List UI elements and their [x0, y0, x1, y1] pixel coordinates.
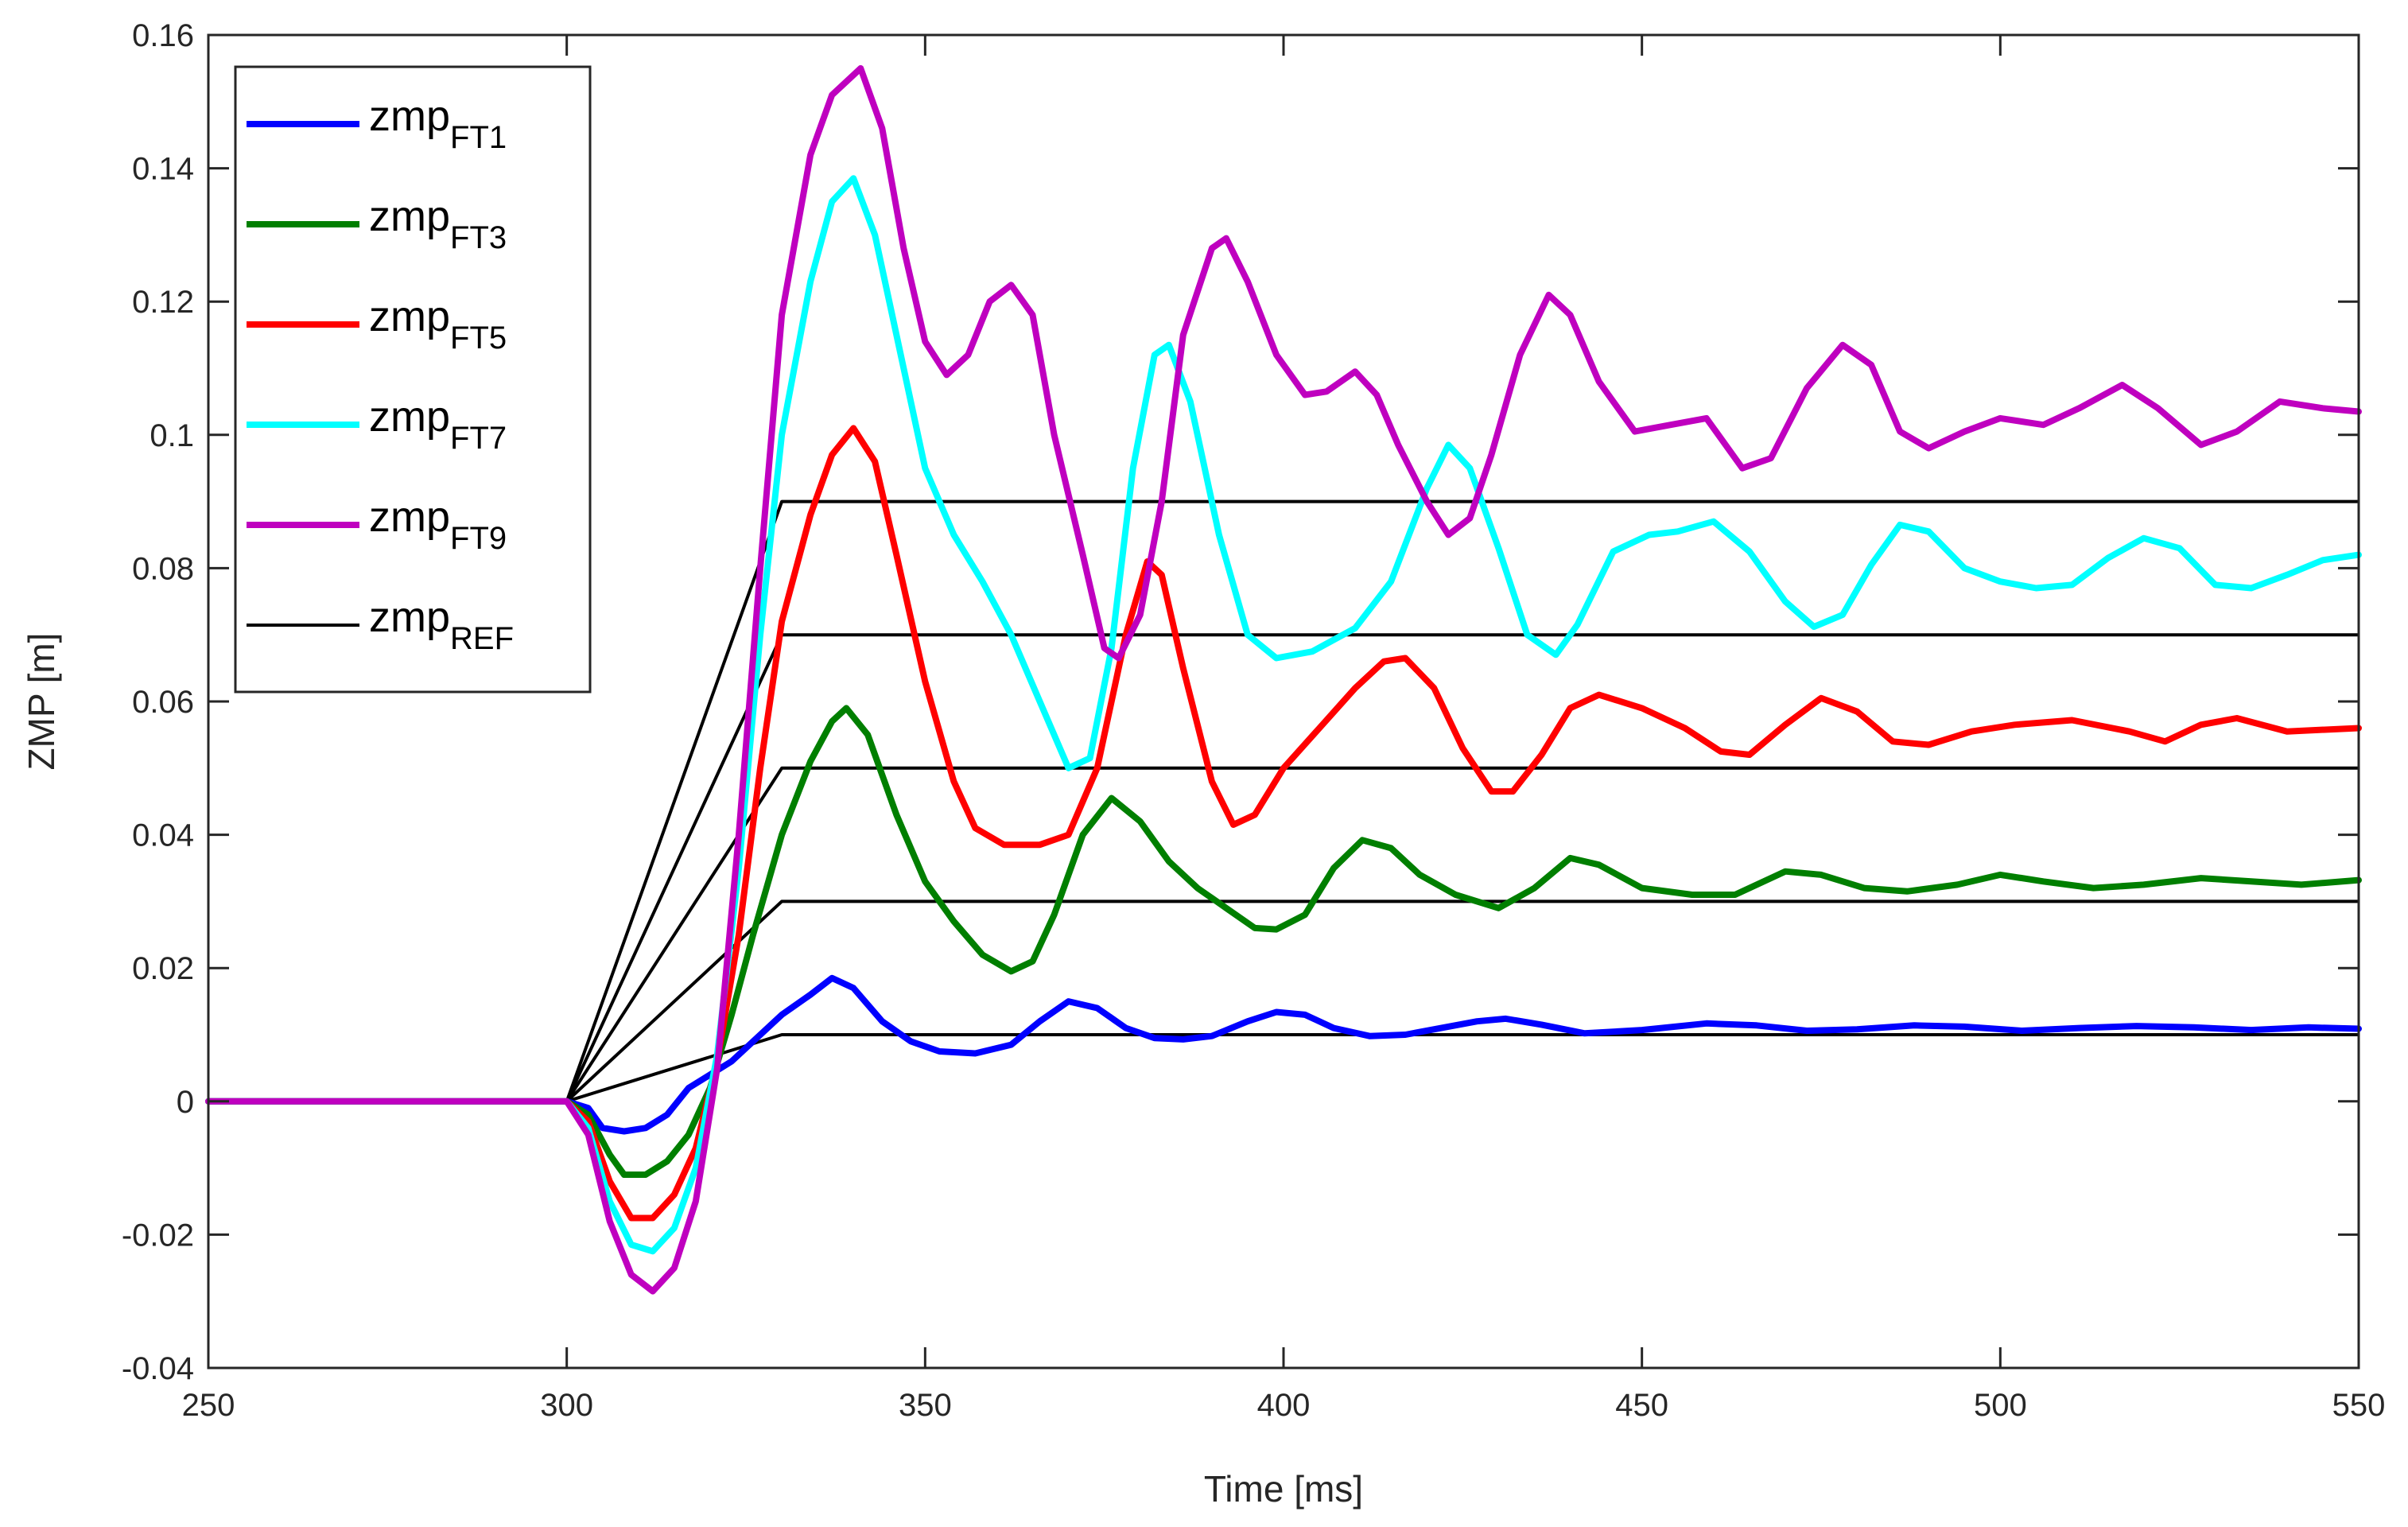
x-tick-label: 500	[1974, 1388, 2027, 1423]
x-tick-label: 250	[182, 1388, 235, 1423]
series-line-ft7	[205, 175, 2362, 1255]
y-tick-label: 0.16	[132, 18, 194, 53]
series-line-ft3	[205, 705, 2362, 1178]
y-tick-label: 0.12	[132, 285, 194, 320]
x-tick-label: 550	[2332, 1388, 2386, 1423]
series-line-ft5	[205, 425, 2362, 1222]
y-tick-label: 0.1	[150, 418, 194, 453]
x-axis: 250 300 350 400 450 500 550	[182, 35, 2386, 1423]
y-axis: -0.04 -0.02 0 0.02 0.04 0.06 0.08 0.1 0.12 0.14 0.…	[122, 18, 2359, 1386]
x-axis-title: Time [ms]	[1204, 1468, 1363, 1510]
y-tick-label: 0.04	[132, 818, 194, 853]
y-tick-label: 0.08	[132, 551, 194, 586]
legend-box	[234, 65, 592, 694]
series-ref-line-2	[565, 899, 2359, 1103]
y-tick-label: -0.04	[122, 1351, 194, 1386]
y-axis-title: ZMP [m]	[21, 633, 62, 771]
series-line-ft9	[205, 64, 2362, 1295]
y-tick-label: 0	[177, 1085, 194, 1120]
series-line-ft1	[205, 974, 2362, 1135]
series-ref-line-5	[565, 499, 2359, 1102]
y-tick-label: 0.06	[132, 685, 194, 720]
y-tick-label: -0.02	[122, 1218, 194, 1253]
y-tick-label: 0.14	[132, 152, 194, 187]
plot-series	[205, 64, 2362, 1295]
x-tick-label: 400	[1257, 1388, 1311, 1423]
x-tick-label: 300	[540, 1388, 593, 1423]
x-tick-label: 450	[1615, 1388, 1668, 1423]
y-tick-label: 0.02	[132, 951, 194, 986]
x-tick-label: 350	[899, 1388, 952, 1423]
series-ref-line-3	[565, 766, 2359, 1102]
